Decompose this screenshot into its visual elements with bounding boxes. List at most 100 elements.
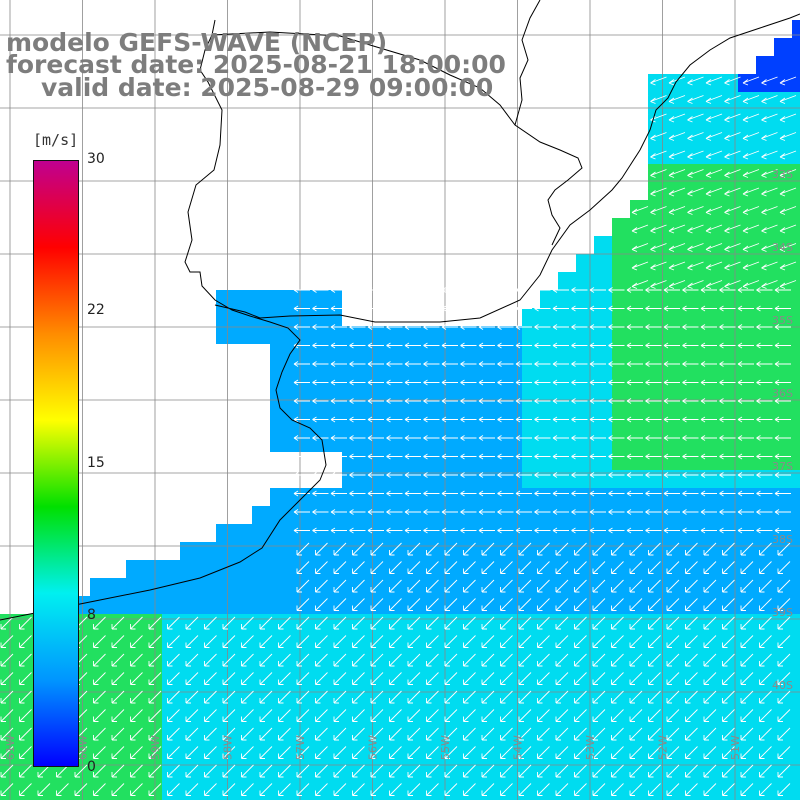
wind-arrow [631, 243, 649, 252]
wind-arrow [722, 727, 735, 741]
wind-arrow [700, 509, 717, 515]
field-cell [648, 632, 666, 650]
wind-arrow [650, 224, 667, 234]
field-cell [216, 326, 234, 344]
wind-arrow [705, 187, 723, 197]
wind-arrow [759, 727, 772, 741]
wind-arrow [629, 764, 643, 778]
field-cell [756, 650, 774, 668]
field-cell [360, 506, 378, 524]
field-cell [540, 524, 558, 542]
wind-arrow [719, 287, 736, 293]
field-cell [450, 488, 468, 506]
field-cell [630, 218, 648, 236]
wind-arrow [650, 187, 667, 197]
wind-arrow [648, 727, 661, 741]
wind-arrow [648, 542, 661, 556]
field-cell [774, 290, 792, 308]
field-cell [360, 452, 378, 470]
wind-arrow [774, 453, 791, 460]
field-cell [234, 560, 252, 578]
field-cell [720, 686, 738, 704]
wind-arrow [592, 764, 606, 778]
field-cell [450, 524, 468, 542]
wind-arrow [259, 690, 273, 704]
field-cell [342, 524, 360, 542]
field-cell [378, 722, 396, 740]
field-cell [720, 434, 738, 452]
longitude-label: 56W [367, 735, 380, 760]
field-cell [252, 524, 270, 542]
field-cell [198, 632, 216, 650]
wind-arrow [167, 709, 180, 722]
field-cell [756, 542, 774, 560]
wind-arrow [148, 635, 162, 648]
wind-arrow [370, 542, 384, 556]
field-cell [558, 632, 576, 650]
wind-arrow [296, 635, 310, 648]
field-cell [180, 758, 198, 776]
field-cell [342, 740, 360, 758]
field-cell [216, 668, 234, 686]
field-cell [594, 254, 612, 272]
field-cell [630, 308, 648, 326]
wind-arrow [349, 305, 366, 312]
wind-arrow [515, 472, 532, 478]
field-cell [180, 542, 198, 560]
wind-arrow [460, 490, 477, 497]
field-cell [540, 344, 558, 362]
wind-arrow [574, 561, 587, 574]
longitude-label: 52W [657, 735, 670, 760]
field-cell [684, 470, 702, 488]
field-cell [270, 560, 288, 578]
field-cell [216, 524, 234, 542]
wind-arrow [515, 379, 532, 386]
field-cell [378, 704, 396, 722]
field-cell [558, 488, 576, 506]
wind-arrow [497, 435, 514, 441]
wind-arrow [367, 398, 384, 404]
wind-arrow [611, 764, 624, 778]
wind-arrow [631, 95, 649, 104]
wind-arrow [777, 561, 791, 574]
wind-arrow [444, 727, 458, 741]
field-cell [792, 146, 800, 164]
field-cell [594, 272, 612, 290]
field-cell [468, 668, 486, 686]
field-cell [792, 632, 800, 650]
wind-arrow [589, 453, 606, 460]
field-cell [720, 470, 738, 488]
field-cell [648, 362, 666, 380]
field-cell [396, 488, 414, 506]
wind-arrow [724, 113, 741, 123]
field-cell [576, 416, 594, 434]
field-cell [540, 380, 558, 398]
wind-arrow [645, 287, 662, 293]
wind-arrow [571, 453, 588, 460]
wind-arrow [611, 579, 624, 593]
wind-arrow [608, 416, 625, 423]
wind-arrow [737, 287, 754, 293]
wind-arrow [703, 727, 717, 741]
field-cell [612, 236, 630, 254]
field-cell [324, 542, 342, 560]
wind-arrow [481, 783, 495, 796]
wind-arrow [685, 690, 698, 704]
wind-arrow [444, 579, 458, 593]
field-cell [756, 200, 774, 218]
field-cell [756, 560, 774, 578]
wind-arrow [222, 690, 236, 704]
field-cell [126, 722, 144, 740]
wind-arrow [682, 398, 699, 404]
wind-arrow [426, 783, 439, 796]
wind-arrow [719, 361, 736, 367]
wind-arrow [515, 287, 532, 293]
field-cell [108, 596, 126, 614]
field-cell [594, 704, 612, 722]
wind-arrow [777, 579, 791, 593]
field-cell [18, 758, 36, 776]
wind-arrow [668, 243, 686, 252]
wind-arrow [611, 783, 624, 796]
field-cell [792, 344, 800, 362]
wind-arrow [629, 709, 643, 722]
